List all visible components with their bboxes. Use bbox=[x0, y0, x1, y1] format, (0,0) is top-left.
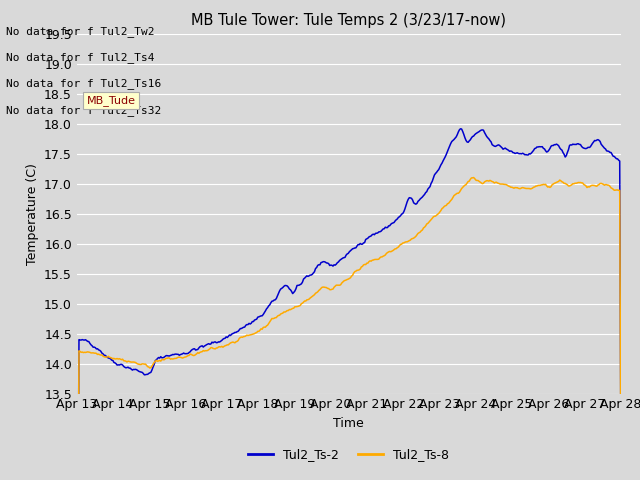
Title: MB Tule Tower: Tule Temps 2 (3/23/17-now): MB Tule Tower: Tule Temps 2 (3/23/17-now… bbox=[191, 13, 506, 28]
Text: No data for f Tul2_Ts32: No data for f Tul2_Ts32 bbox=[6, 105, 162, 116]
Y-axis label: Temperature (C): Temperature (C) bbox=[26, 163, 38, 264]
Legend: Tul2_Ts-2, Tul2_Ts-8: Tul2_Ts-2, Tul2_Ts-8 bbox=[243, 443, 454, 466]
Text: No data for f Tul2_Tw2: No data for f Tul2_Tw2 bbox=[6, 25, 155, 36]
X-axis label: Time: Time bbox=[333, 417, 364, 430]
Text: No data for f Tul2_Ts16: No data for f Tul2_Ts16 bbox=[6, 78, 162, 89]
Text: MB_Tude: MB_Tude bbox=[86, 95, 136, 106]
Text: No data for f Tul2_Ts4: No data for f Tul2_Ts4 bbox=[6, 52, 155, 63]
